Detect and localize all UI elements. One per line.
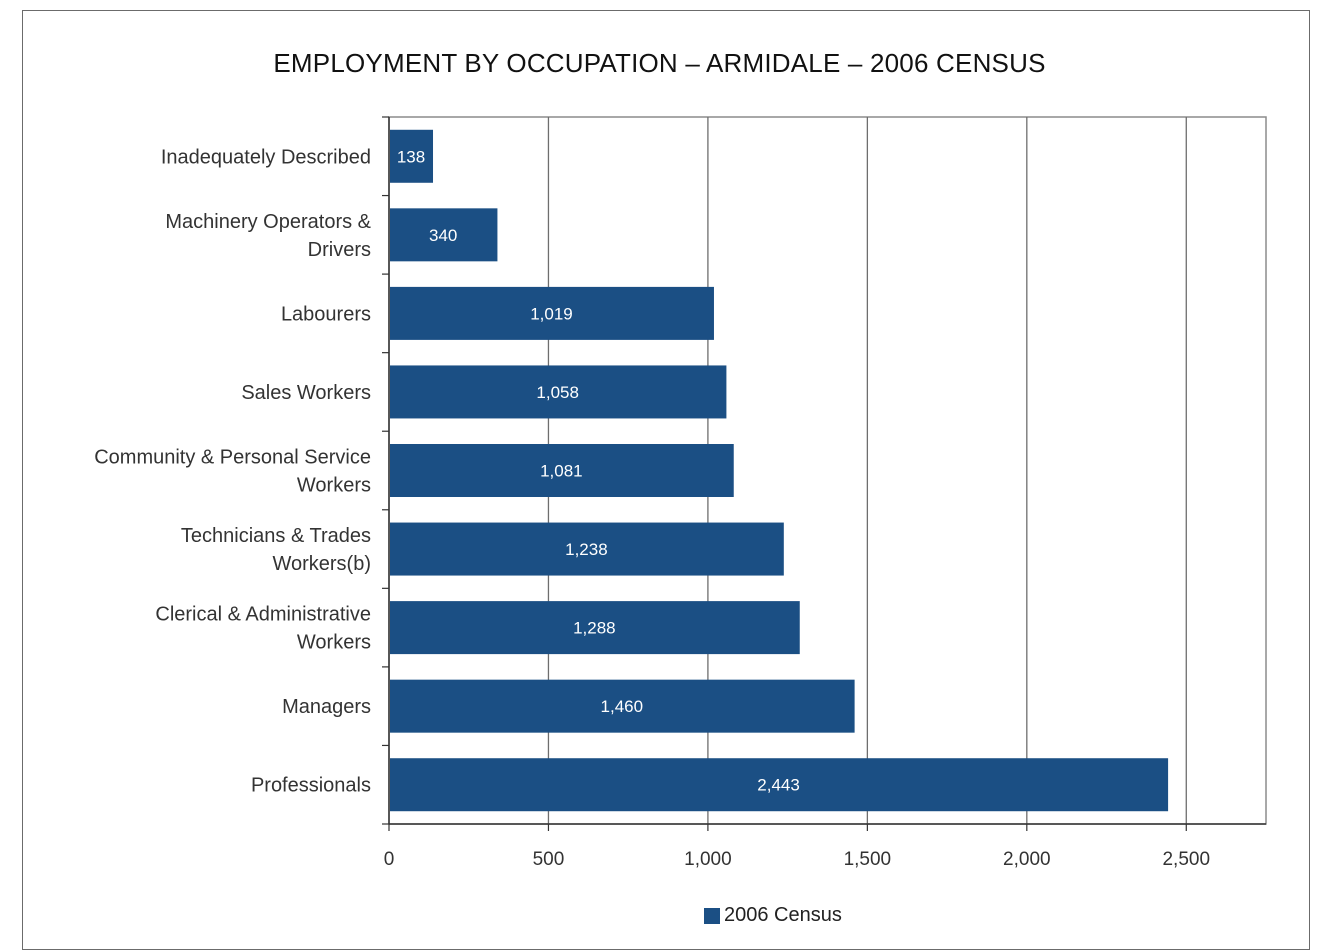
- bar-value-label: 1,081: [540, 462, 583, 481]
- bar-value-label: 1,058: [536, 383, 579, 402]
- x-tick-label: 1,000: [684, 849, 732, 870]
- bar: [390, 679, 855, 733]
- bar: [390, 522, 784, 576]
- category-label: Technicians & Trades Workers(b): [181, 525, 371, 575]
- x-tick-label: 1,500: [844, 849, 892, 870]
- bar: [390, 208, 498, 262]
- category-label: Inadequately Described: [161, 146, 371, 168]
- bar: [390, 365, 727, 419]
- category-label: Professionals: [251, 775, 371, 797]
- legend: 2006 Census: [704, 904, 842, 927]
- bar-value-label: 1,460: [601, 697, 644, 716]
- bar: [390, 758, 1169, 812]
- chart-title: EMPLOYMENT BY OCCUPATION – ARMIDALE – 20…: [273, 48, 1046, 78]
- bar-value-label: 138: [397, 147, 425, 166]
- x-tick-label: 0: [384, 849, 395, 870]
- bar-value-label: 1,238: [565, 540, 608, 559]
- category-label: Managers: [282, 696, 371, 718]
- category-label: Sales Workers: [241, 382, 371, 404]
- category-label: Community & Personal Service Workers: [94, 447, 371, 497]
- x-tick-label: 500: [533, 849, 565, 870]
- x-tick-label: 2,000: [1003, 849, 1051, 870]
- legend-swatch: [704, 907, 720, 924]
- legend-label: 2006 Census: [724, 904, 842, 926]
- bar-value-label: 340: [429, 226, 457, 245]
- bar: [390, 444, 734, 497]
- x-tick-label: 2,500: [1162, 849, 1210, 870]
- bar: [390, 286, 714, 340]
- category-label: Labourers: [281, 303, 371, 325]
- bar: [390, 129, 434, 183]
- bar-value-label: 1,019: [530, 304, 573, 323]
- bar-value-label: 1,288: [573, 619, 616, 638]
- bar-value-label: 2,443: [757, 776, 800, 795]
- category-label: Clerical & Administrative Workers: [155, 604, 371, 654]
- bar: [390, 601, 800, 655]
- category-label: Machinery Operators & Drivers: [165, 211, 371, 261]
